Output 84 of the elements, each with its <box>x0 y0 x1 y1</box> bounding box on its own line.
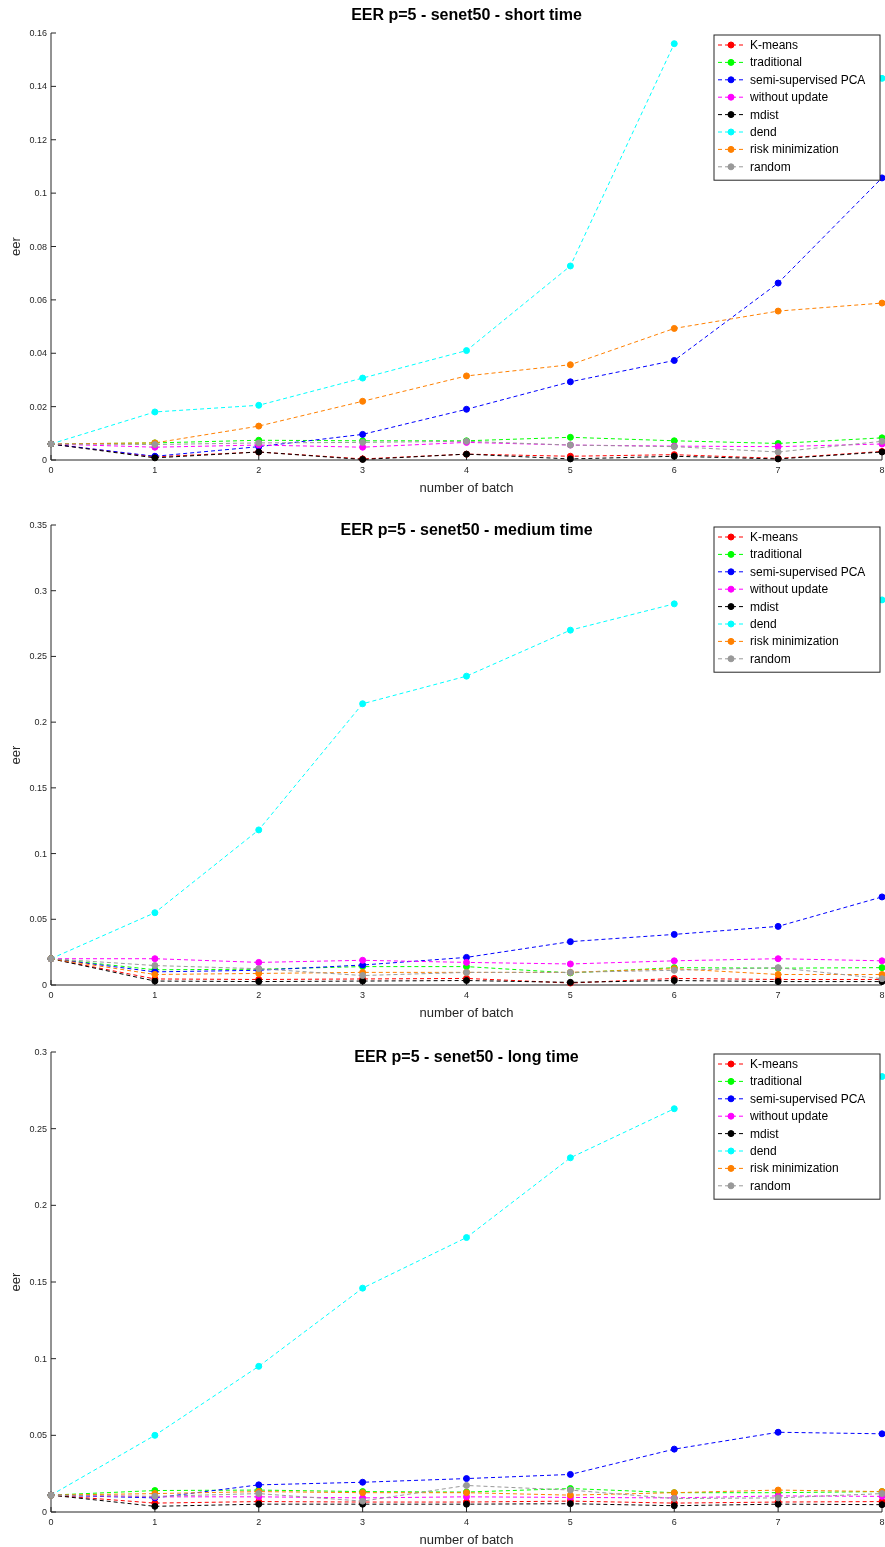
x-tick-label: 7 <box>775 1517 781 1527</box>
legend-label: traditional <box>750 1074 803 1089</box>
x-tick-label: 8 <box>879 990 885 1000</box>
legend-label: random <box>750 159 791 174</box>
legend-label: mdist <box>750 599 780 614</box>
x-tick-label: 6 <box>671 990 677 1000</box>
legend-label: dend <box>750 617 777 631</box>
x-tick-label: 1 <box>152 1517 158 1527</box>
y-tick-label: 0.04 <box>29 348 47 359</box>
legend-label: mdist <box>750 107 780 122</box>
chart-title: EER p=5 - senet50 - short time <box>351 6 582 23</box>
legend-label: semi-supervised PCA <box>750 564 866 579</box>
x-tick-label: 6 <box>671 1517 677 1527</box>
x-tick-label: 1 <box>152 465 158 475</box>
y-tick-label: 0.1 <box>34 188 47 199</box>
y-tick-label: 0.25 <box>29 651 47 662</box>
x-tick-label: 0 <box>48 1517 54 1527</box>
y-tick-label: 0.16 <box>29 28 47 38</box>
y-tick-label: 0.08 <box>29 241 47 252</box>
y-tick-label: 0.25 <box>29 1123 47 1134</box>
x-tick-label: 3 <box>360 465 366 475</box>
x-tick-label: 7 <box>775 465 781 475</box>
x-axis-title: number of batch <box>419 1532 514 1547</box>
legend-label: random <box>750 1178 791 1193</box>
y-tick-label: 0.15 <box>29 782 47 793</box>
legend-label: K-means <box>750 530 799 544</box>
y-tick-label: 0.1 <box>34 848 47 859</box>
x-tick-label: 1 <box>152 990 158 1000</box>
legend-label: mdist <box>750 1126 780 1141</box>
x-tick-label: 5 <box>567 990 573 1000</box>
legend-label: traditional <box>750 547 803 562</box>
legend-label: K-means <box>750 38 799 52</box>
y-tick-label: 0.2 <box>34 717 47 728</box>
x-tick-label: 6 <box>671 465 677 475</box>
legend-label: risk minimization <box>750 634 839 649</box>
y-axis-title: eer <box>8 744 23 765</box>
x-tick-label: 3 <box>360 990 366 1000</box>
x-tick-label: 2 <box>256 990 262 1000</box>
x-tick-label: 3 <box>360 1517 366 1527</box>
y-axis-title: eer <box>8 1271 23 1292</box>
x-tick-label: 4 <box>463 465 470 475</box>
y-tick-label: 0 <box>41 1507 47 1517</box>
legend-label: random <box>750 651 791 666</box>
legend-label: without update <box>749 582 829 597</box>
x-tick-label: 2 <box>256 1517 262 1527</box>
y-tick-label: 0.06 <box>29 294 47 305</box>
y-tick-label: 0.3 <box>34 585 47 596</box>
legend-label: semi-supervised PCA <box>750 72 866 87</box>
x-tick-label: 7 <box>775 990 781 1000</box>
x-tick-label: 5 <box>567 465 573 475</box>
y-tick-label: 0.1 <box>34 1353 47 1364</box>
x-axis-title: number of batch <box>419 480 514 495</box>
x-axis-title: number of batch <box>419 1005 514 1020</box>
x-tick-label: 4 <box>463 990 470 1000</box>
x-tick-label: 2 <box>256 465 262 475</box>
x-tick-label: 0 <box>48 465 54 475</box>
x-tick-label: 0 <box>48 990 54 1000</box>
legend-label: without update <box>749 1109 829 1124</box>
y-tick-label: 0.35 <box>29 520 47 530</box>
y-tick-label: 0.15 <box>29 1277 47 1287</box>
y-tick-label: 0.2 <box>34 1200 47 1211</box>
y-tick-label: 0.05 <box>29 914 47 925</box>
chart-title: EER p=5 - senet50 - long time <box>354 1048 579 1065</box>
legend-label: risk minimization <box>750 1161 839 1176</box>
legend-label: dend <box>750 125 777 139</box>
legend-label: risk minimization <box>750 142 839 157</box>
legend-label: K-means <box>750 1057 799 1071</box>
legend-label: semi-supervised PCA <box>750 1091 866 1106</box>
x-tick-label: 4 <box>463 1517 470 1527</box>
y-tick-label: 0 <box>41 980 47 990</box>
x-tick-label: 8 <box>879 465 885 475</box>
chart-title: EER p=5 - senet50 - medium time <box>340 521 593 538</box>
y-tick-label: 0.02 <box>29 401 47 412</box>
legend-label: dend <box>750 1144 777 1158</box>
x-tick-label: 8 <box>879 1517 885 1527</box>
y-tick-label: 0.12 <box>29 134 47 145</box>
y-axis-title: eer <box>8 236 23 256</box>
legend-label: without update <box>749 90 829 105</box>
y-tick-label: 0.05 <box>29 1430 47 1441</box>
y-tick-label: 0.3 <box>34 1047 47 1057</box>
x-tick-label: 5 <box>567 1517 573 1527</box>
y-tick-label: 0.14 <box>29 81 47 92</box>
legend-label: traditional <box>750 55 803 70</box>
y-tick-label: 0 <box>41 455 47 465</box>
